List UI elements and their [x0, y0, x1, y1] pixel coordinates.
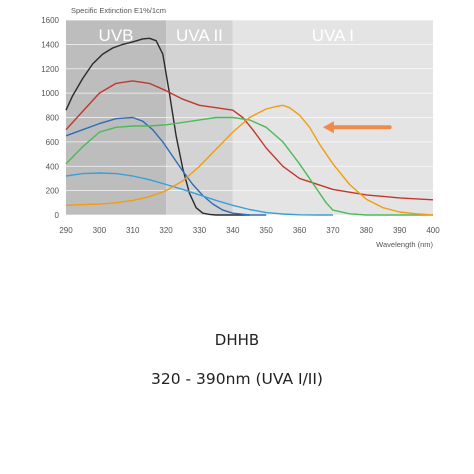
x-tick-5: 340	[226, 226, 240, 235]
band-label-1: UVA II	[176, 26, 223, 45]
x-tick-1: 300	[93, 226, 107, 235]
y-tick-labels: 0 200 400 600 800 1000 1200 1400 1600	[41, 16, 59, 220]
arrow-head	[322, 121, 334, 134]
x-axis-title: Wavelength (nm)	[376, 240, 433, 249]
series-line-2	[65, 116, 267, 216]
series-line-3	[65, 116, 433, 216]
x-tick-7: 360	[293, 226, 307, 235]
y-tick-2: 400	[46, 162, 60, 171]
product-name: DHHB	[214, 331, 260, 349]
wavelength-range: 320 - 390nm (UVA I/II)	[151, 370, 323, 388]
y-axis-title: Specific Extinction E1%/1cm	[71, 6, 166, 15]
band-label-2: UVA I	[312, 26, 354, 45]
series-line-5	[65, 104, 434, 216]
band-labels: UVB UVA II UVA I	[99, 26, 354, 45]
y-tick-8: 1600	[41, 16, 59, 25]
y-tick-1: 200	[46, 187, 60, 196]
y-tick-6: 1200	[41, 65, 59, 74]
x-tick-4: 330	[193, 226, 207, 235]
series-line-0	[65, 37, 250, 216]
x-tick-2: 310	[126, 226, 140, 235]
y-tick-0: 0	[55, 211, 60, 220]
x-tick-9: 380	[360, 226, 374, 235]
series-line-4	[65, 172, 333, 216]
x-tick-labels: 290 300 310 320 330 340 350 360 370 380 390 400	[59, 226, 440, 235]
x-tick-8: 370	[326, 226, 340, 235]
highlight-arrow	[322, 121, 392, 134]
absorption-curves	[65, 37, 434, 216]
y-tick-3: 600	[46, 138, 60, 147]
series-line-1	[65, 80, 434, 201]
x-tick-0: 290	[59, 226, 73, 235]
x-tick-3: 320	[159, 226, 173, 235]
y-tick-4: 800	[46, 114, 60, 123]
y-tick-5: 1000	[41, 89, 59, 98]
band-label-0: UVB	[99, 26, 134, 45]
x-tick-11: 400	[426, 226, 440, 235]
x-tick-10: 390	[393, 226, 407, 235]
x-tick-6: 350	[260, 226, 274, 235]
y-tick-7: 1400	[41, 40, 59, 49]
